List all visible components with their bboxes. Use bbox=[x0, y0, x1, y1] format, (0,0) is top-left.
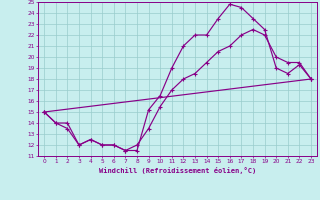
X-axis label: Windchill (Refroidissement éolien,°C): Windchill (Refroidissement éolien,°C) bbox=[99, 167, 256, 174]
